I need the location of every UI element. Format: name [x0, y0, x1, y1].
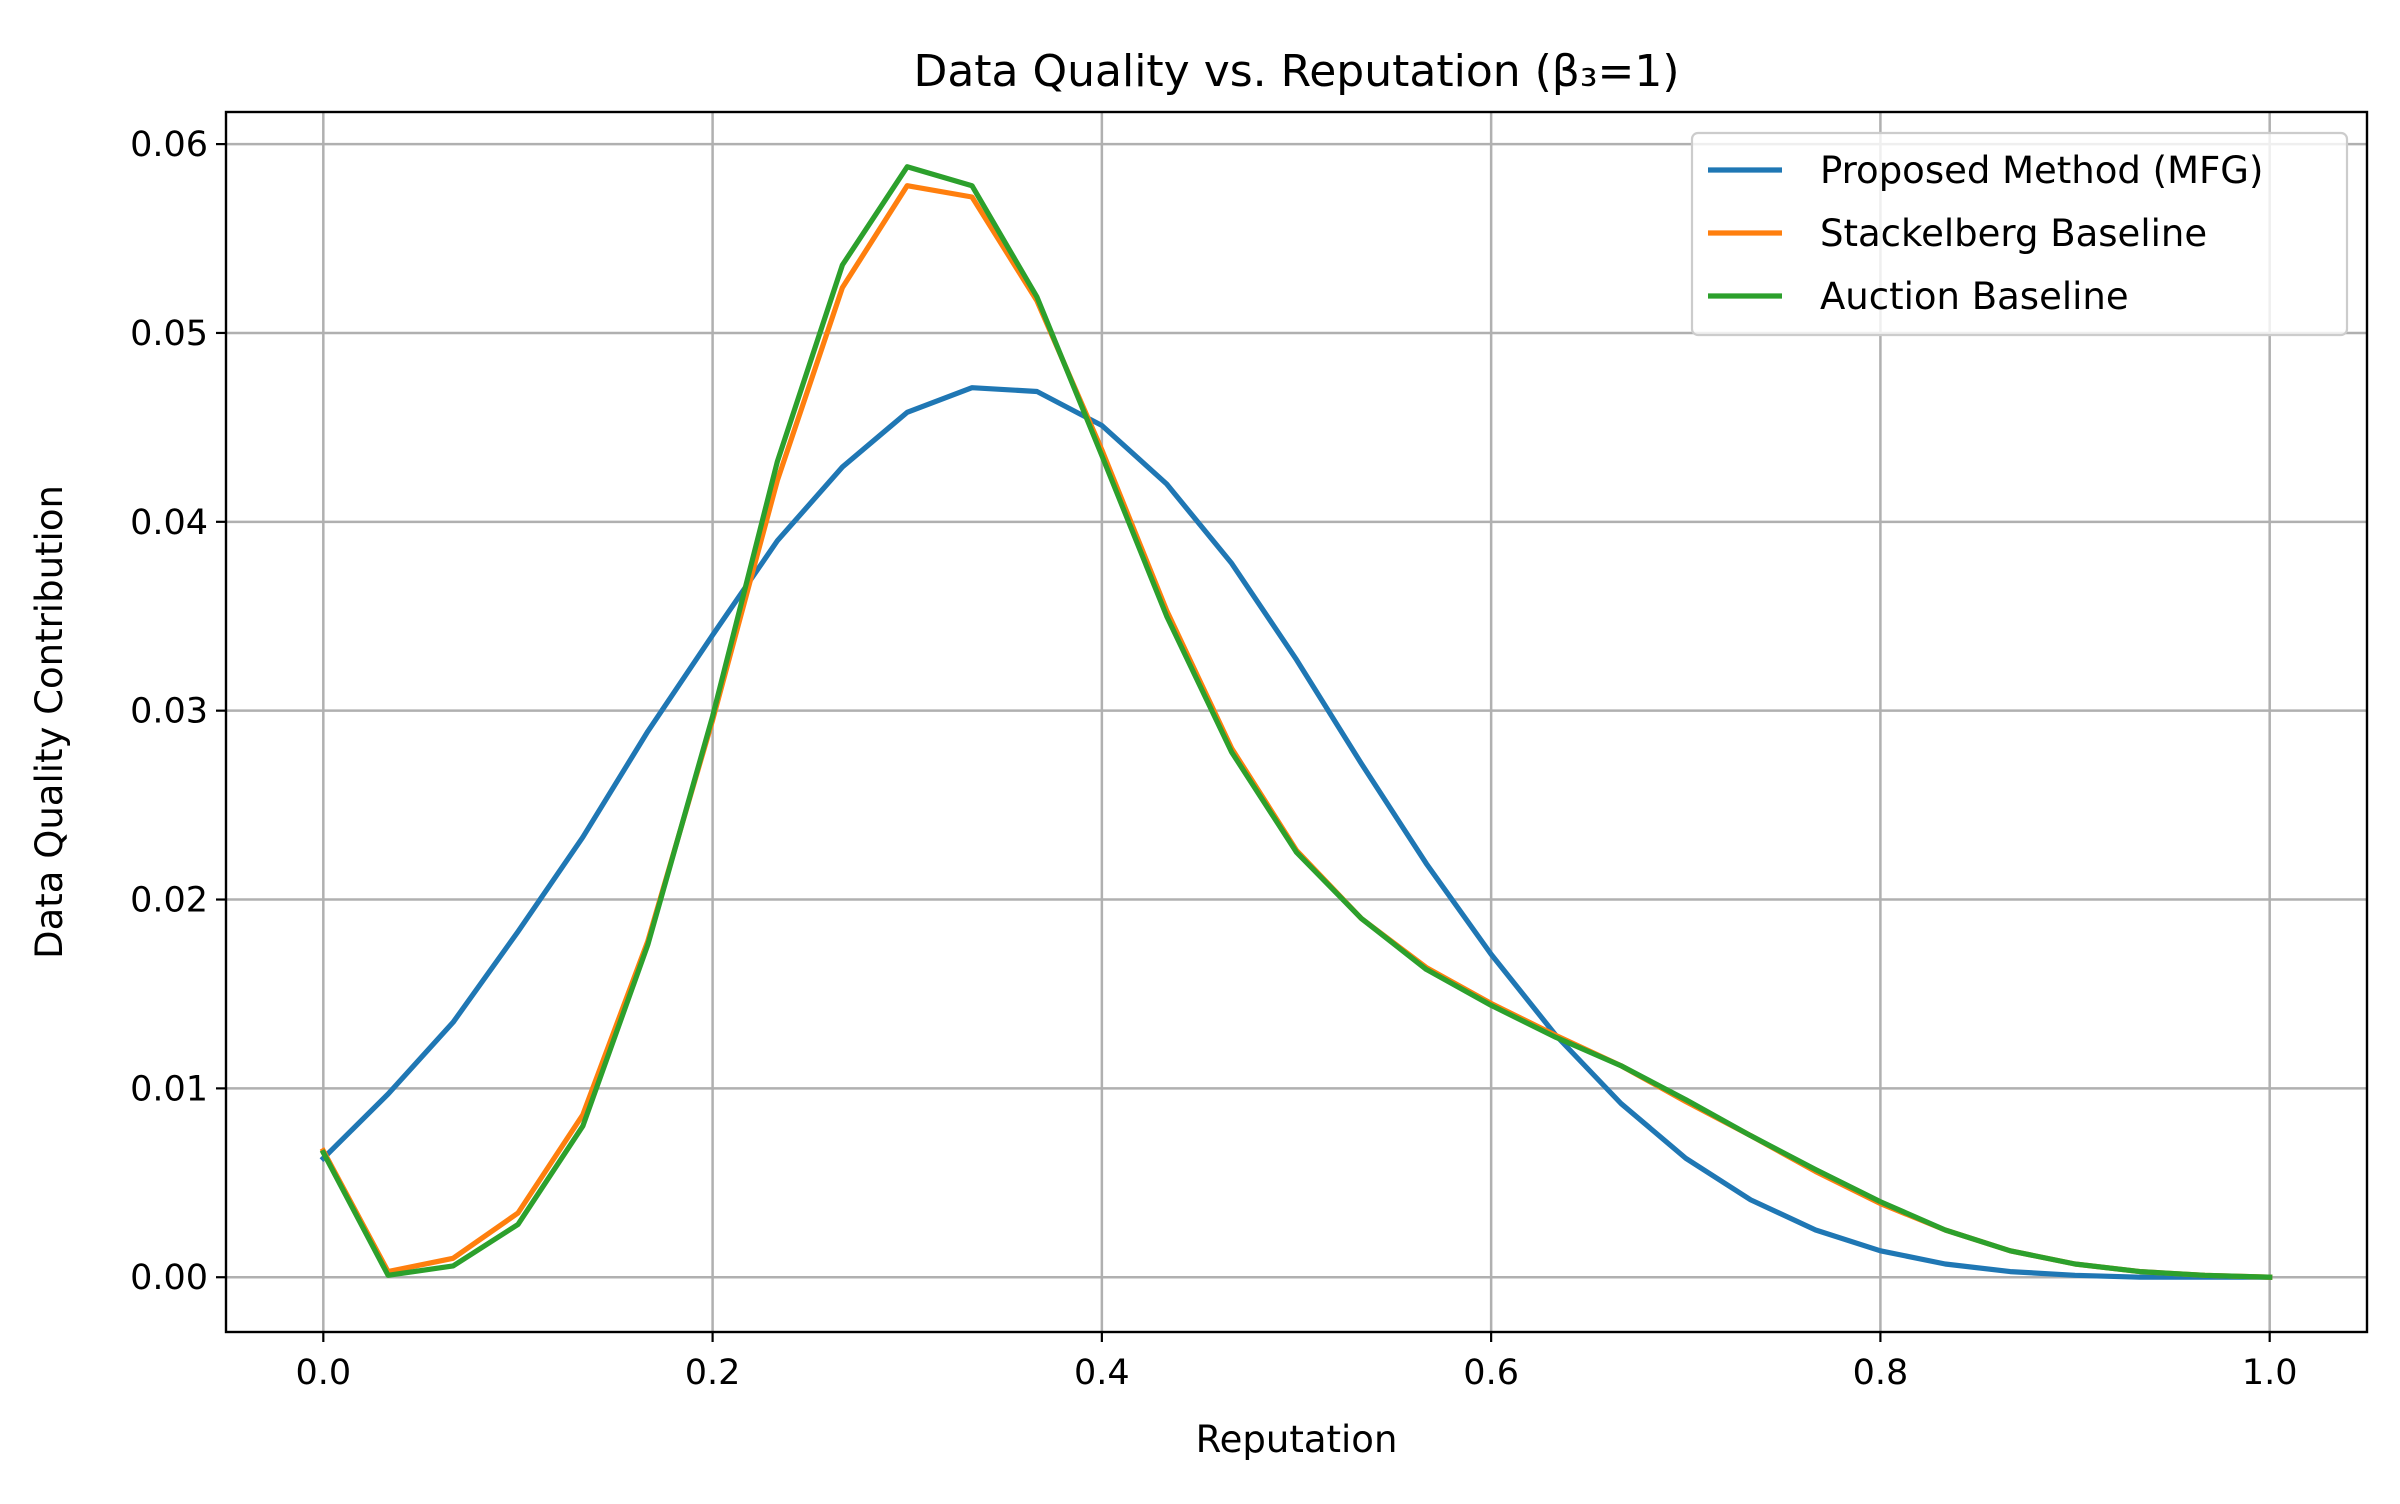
legend-box	[1690, 131, 2349, 337]
y-tick-label: 0.03	[130, 692, 208, 732]
legend-items: Proposed Method (MFG) Stackelberg Baselin…	[1708, 149, 2263, 318]
x-tick-label: 0.0	[295, 1353, 351, 1393]
plot-frame	[224, 110, 2369, 1334]
grid-layer	[226, 112, 2367, 1332]
x-axis-label: Reputation	[1196, 1418, 1398, 1461]
legend-label-auction-baseline: Auction Baseline	[1820, 275, 2129, 318]
tick-layer: 0.0 0.2 0.4 0.6 0.8 1.0 0.00 0.01 0.02 0.03 0.04 0.…	[130, 125, 2297, 1393]
series-line-proposed-method-mfg	[319, 385, 2273, 1280]
legend-label-stackelberg-baseline: Stackelberg Baseline	[1820, 212, 2207, 255]
series-line-auction-baseline	[319, 164, 2273, 1280]
x-tick-label: 0.2	[685, 1353, 741, 1393]
y-tick-label: 0.02	[130, 881, 208, 921]
x-tick-label: 0.6	[1463, 1353, 1519, 1393]
legend: Proposed Method (MFG) Stackelberg Baselin…	[1690, 131, 2349, 337]
y-axis-label: Data Quality Contribution	[28, 485, 71, 959]
x-tick-label: 1.0	[2242, 1353, 2298, 1393]
y-tick-label: 0.06	[130, 125, 208, 165]
legend-label-proposed-method-mfg: Proposed Method (MFG)	[1820, 149, 2263, 192]
chart-title: Data Quality vs. Reputation (β₃=1)	[913, 46, 1679, 97]
y-tick-label: 0.00	[130, 1258, 208, 1298]
y-tick-label: 0.04	[130, 503, 208, 543]
y-tick-label: 0.01	[130, 1069, 208, 1109]
x-tick-label: 0.8	[1853, 1353, 1909, 1393]
y-tick-label: 0.05	[130, 314, 208, 354]
x-tick-label: 0.4	[1074, 1353, 1130, 1393]
series-layer	[319, 164, 2273, 1280]
